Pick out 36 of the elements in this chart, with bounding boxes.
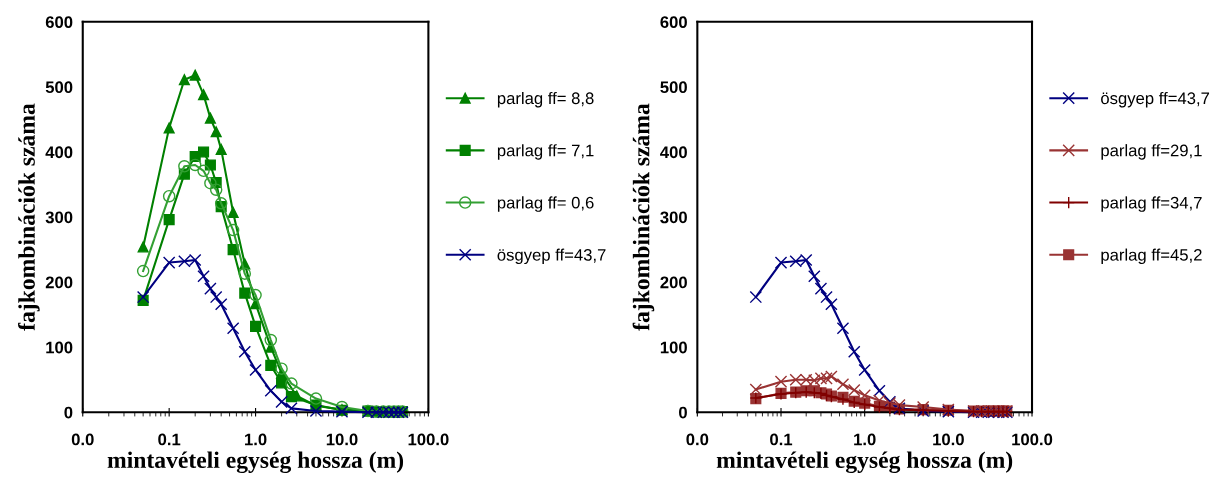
y-tick-label: 500 bbox=[660, 81, 687, 94]
y-tick-label: 400 bbox=[660, 146, 687, 159]
y-axis-title: fajkombinációk száma bbox=[632, 103, 655, 331]
legend-label: parlag ff= 7,1 bbox=[497, 144, 594, 160]
legend-label: parlag ff=29,1 bbox=[1101, 144, 1202, 160]
x-axis-title: mintavételi egység hossza (m) bbox=[716, 451, 1013, 474]
y-tick-label: 500 bbox=[45, 81, 73, 94]
y-tick-label: 400 bbox=[45, 146, 73, 159]
legend-label: ösgyep ff=43,7 bbox=[1101, 91, 1210, 108]
x-tick-label: 1.0 bbox=[245, 433, 267, 446]
legend-label: parlag ff= 8,8 bbox=[497, 91, 594, 108]
y-tick-label: 100 bbox=[660, 341, 687, 354]
y-tick-label: 200 bbox=[660, 276, 687, 289]
y-tick-label: 0 bbox=[679, 406, 687, 419]
x-tick-label: 100.0 bbox=[408, 433, 449, 446]
x-tick-label: 1.0 bbox=[854, 433, 876, 446]
y-axis-title: fajkombinációk száma bbox=[18, 103, 40, 331]
x-tick-label: 0.0 bbox=[71, 433, 94, 446]
y-tick-label: 600 bbox=[45, 16, 73, 29]
x-tick-label: 100.0 bbox=[1012, 433, 1053, 446]
legend-label: parlag ff= 0,6 bbox=[497, 196, 594, 212]
x-tick-label: 0.0 bbox=[686, 433, 709, 446]
legend-label: parlag ff=34,7 bbox=[1101, 196, 1202, 212]
y-tick-label: 0 bbox=[64, 406, 73, 419]
y-tick-label: 100 bbox=[46, 341, 73, 354]
x-axis-title: mintavételi egység hossza (m) bbox=[107, 451, 404, 474]
y-tick-label: 200 bbox=[45, 276, 73, 289]
legend-label: parlag ff=45,2 bbox=[1101, 248, 1202, 265]
x-tick-label: 10.0 bbox=[326, 433, 358, 446]
legend-label: ösgyep ff=43,7 bbox=[497, 248, 606, 265]
y-tick-label: 600 bbox=[660, 16, 687, 29]
x-tick-label: 0.1 bbox=[770, 433, 793, 446]
y-tick-label: 300 bbox=[45, 211, 73, 224]
x-tick-label: 0.1 bbox=[158, 433, 181, 446]
y-tick-label: 300 bbox=[660, 211, 687, 224]
x-tick-label: 10.0 bbox=[933, 433, 964, 446]
